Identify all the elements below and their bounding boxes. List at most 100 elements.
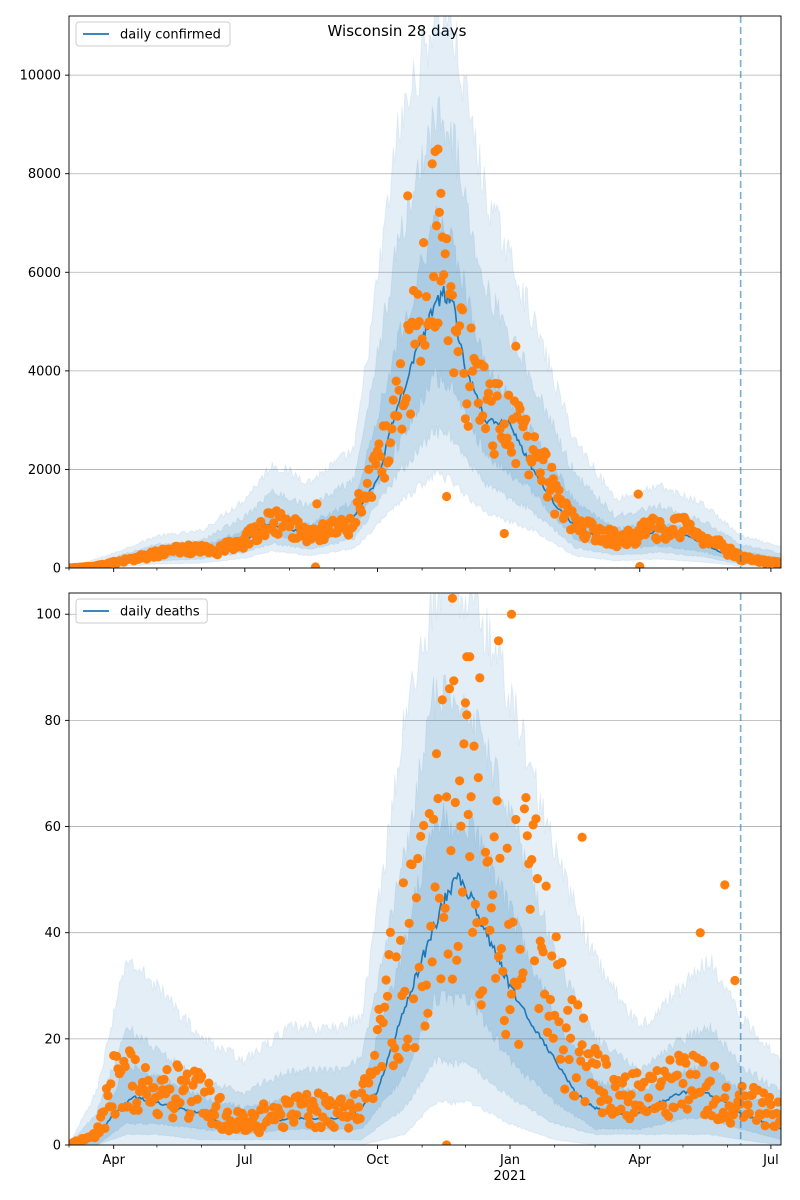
observed-point [336, 1094, 346, 1104]
observed-point [140, 1063, 150, 1073]
observed-point [480, 847, 491, 857]
x-tick-label: Jul [762, 1153, 779, 1168]
observed-point [344, 1123, 354, 1133]
observed-point [404, 324, 414, 335]
observed-point [442, 1140, 452, 1145]
observed-point [551, 932, 561, 942]
observed-point [508, 917, 518, 927]
observed-point [384, 456, 394, 466]
observed-point [642, 1107, 652, 1117]
legend-label: daily deaths [120, 605, 200, 620]
observed-point [410, 1043, 420, 1053]
observed-point [730, 975, 740, 986]
observed-point [355, 1114, 365, 1124]
axes-frame [68, 15, 782, 569]
observed-point [185, 1109, 195, 1119]
observed-point [652, 534, 662, 545]
y-tick-label: 8000 [28, 167, 61, 182]
observed-point [361, 1093, 371, 1103]
observed-point [443, 336, 453, 346]
observed-point [578, 1013, 589, 1023]
observed-point [173, 1062, 184, 1072]
y-tick-label: 40 [44, 926, 61, 941]
observed-point [368, 1093, 378, 1104]
observed-point [524, 470, 534, 480]
observed-point [446, 282, 456, 292]
observed-point [401, 1042, 411, 1052]
observed-point [534, 1003, 544, 1014]
observed-point [357, 507, 367, 517]
observed-point [371, 459, 381, 469]
observed-point [149, 1083, 159, 1093]
observed-point [584, 1049, 594, 1059]
observed-point [416, 356, 426, 366]
observed-point [743, 1100, 753, 1110]
observed-point [766, 1100, 776, 1110]
observed-point [518, 968, 528, 978]
observed-point [210, 1110, 220, 1120]
observed-point [457, 887, 468, 897]
observed-point [489, 449, 499, 459]
observed-point [486, 903, 496, 913]
observed-point [430, 882, 440, 892]
observed-point [133, 1105, 143, 1115]
observed-point [603, 1095, 613, 1105]
observed-point [436, 188, 446, 198]
observed-point [470, 899, 480, 910]
observed-point [705, 1076, 716, 1086]
y-tick-label: 100 [36, 608, 61, 623]
observed-point [529, 432, 540, 442]
observed-point [192, 1094, 202, 1104]
observed-point [612, 542, 622, 552]
observed-point [527, 855, 537, 865]
observed-point [127, 1081, 137, 1091]
observed-point [581, 530, 592, 540]
observed-point [302, 1089, 312, 1099]
observed-point [391, 952, 401, 962]
observed-point [514, 1039, 524, 1049]
observed-point [168, 1113, 178, 1123]
observed-point [498, 966, 508, 976]
observed-point [599, 1088, 609, 1098]
x-tick-label: Apr [102, 1153, 125, 1168]
observed-point [447, 290, 457, 300]
observed-point [466, 323, 476, 333]
observed-point [773, 1097, 781, 1107]
observed-point [619, 1090, 629, 1100]
observed-point [413, 289, 423, 299]
deaths-panel: 0 20 40 60 80 100 Apr Jul Oct Jan Apr Jul 2021 daily … [36, 592, 782, 1184]
observed-point [512, 980, 522, 990]
y-tick-label: 0 [53, 1139, 61, 1154]
observed-point [478, 986, 488, 996]
observed-point [367, 492, 377, 502]
observed-point [580, 1097, 590, 1107]
observed-point [593, 1049, 603, 1059]
observed-point [564, 1054, 574, 1065]
axes-frame [68, 592, 782, 1146]
observed-point [478, 411, 488, 421]
x-tick-label: Oct [366, 1153, 388, 1168]
observed-point [169, 1103, 179, 1114]
observed-point [106, 1079, 116, 1089]
observed-point [256, 517, 266, 527]
observed-point [453, 941, 463, 952]
observed-point [420, 1021, 430, 1031]
observed-point [499, 528, 509, 539]
observed-point [557, 957, 567, 968]
observed-point [269, 518, 279, 528]
observed-point [511, 341, 521, 351]
legend: daily deaths [75, 598, 208, 624]
observed-point [410, 339, 420, 349]
observed-point [493, 636, 504, 646]
observed-point [776, 560, 781, 568]
observed-point [153, 1110, 163, 1120]
observed-point [501, 1029, 511, 1039]
observed-point [370, 1050, 380, 1060]
observed-point [577, 832, 587, 842]
observed-point [681, 1058, 691, 1068]
observed-point [678, 1078, 688, 1089]
observed-point [391, 376, 401, 386]
observed-point [602, 1059, 612, 1069]
y-tick-label: 20 [44, 1032, 61, 1047]
